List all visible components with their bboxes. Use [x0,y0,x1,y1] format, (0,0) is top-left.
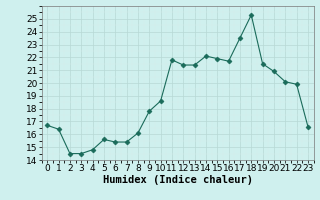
X-axis label: Humidex (Indice chaleur): Humidex (Indice chaleur) [103,175,252,185]
